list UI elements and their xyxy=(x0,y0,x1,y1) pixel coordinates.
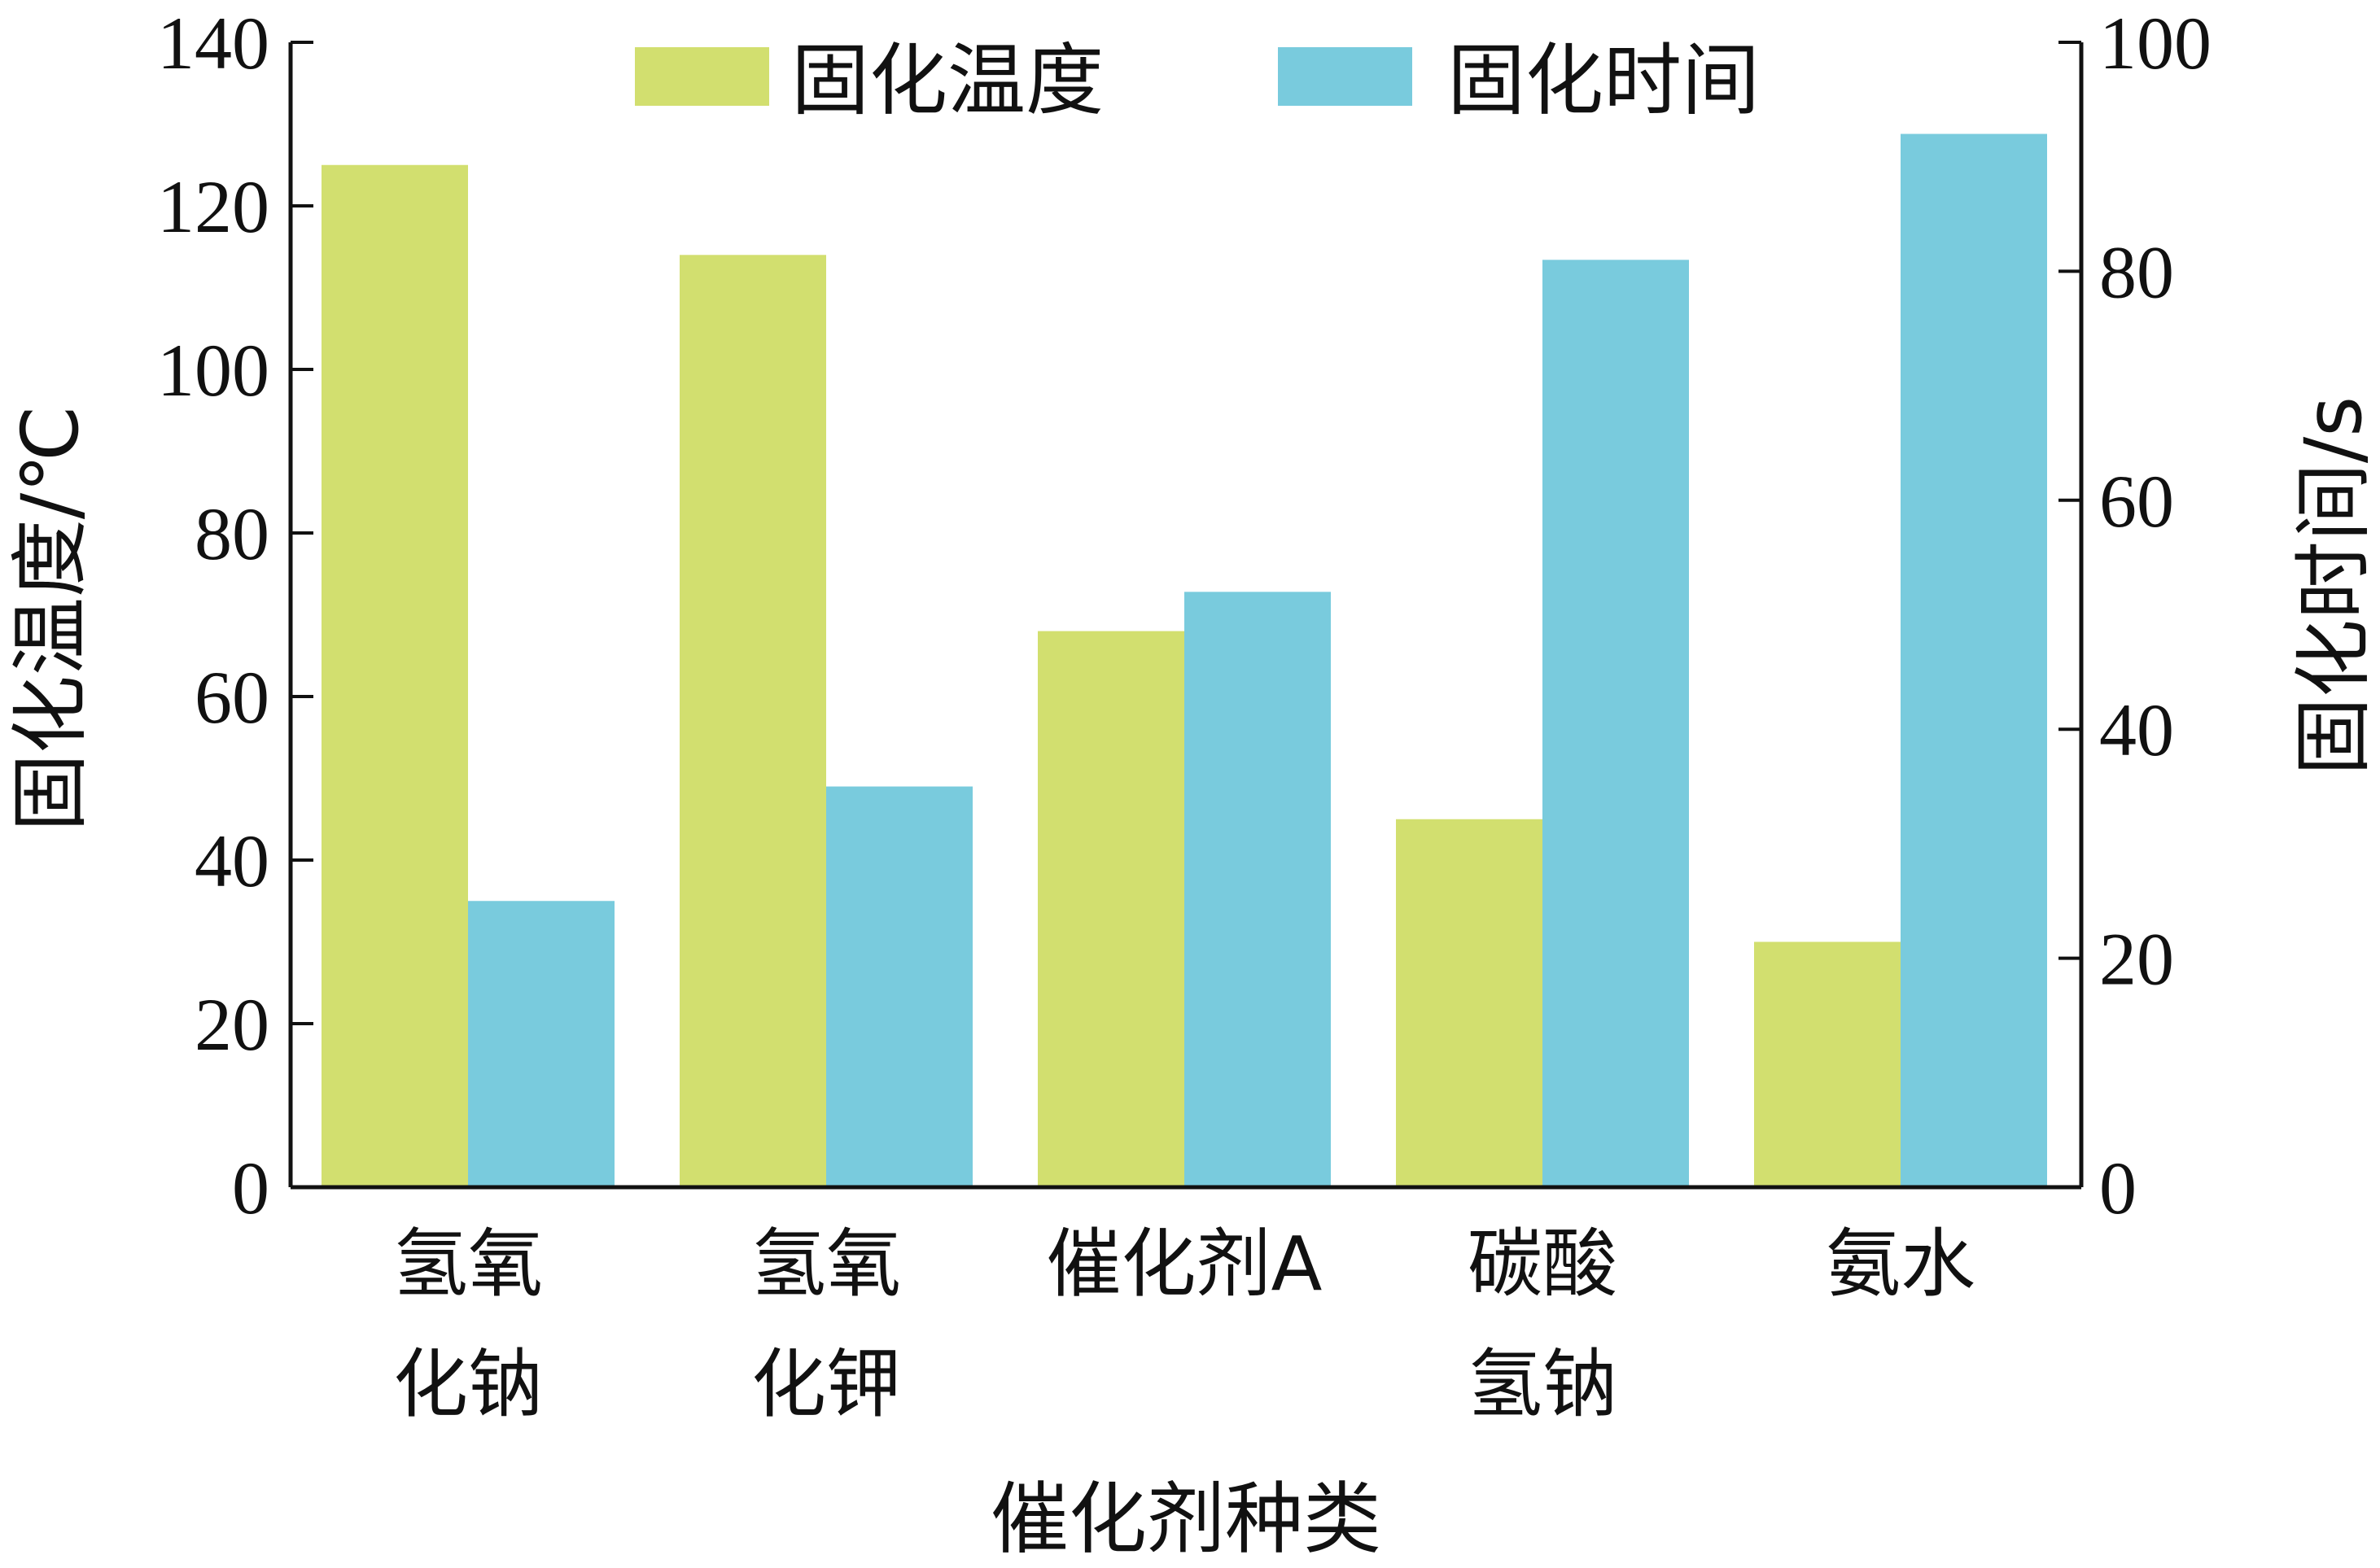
bar-temperature-4 xyxy=(1754,941,1901,1187)
axes-layer xyxy=(288,42,2084,1190)
right-tick-label: 80 xyxy=(2099,230,2174,313)
left-tick-label: 40 xyxy=(195,819,269,902)
left-y-axis-title: 固化温度/℃ xyxy=(5,405,96,832)
bar-temperature-2 xyxy=(1038,631,1184,1187)
right-tick-label: 0 xyxy=(2099,1147,2137,1230)
bar-time-3 xyxy=(1542,260,1689,1188)
bar-temperature-1 xyxy=(680,255,826,1187)
left-tick-label: 120 xyxy=(157,165,269,248)
bar-time-1 xyxy=(826,786,973,1187)
category-label: 氢氧 xyxy=(751,1221,901,1308)
bar-temperature-0 xyxy=(322,164,468,1187)
left-tick-label: 80 xyxy=(195,492,269,575)
x-axis-title: 催化剂种类 xyxy=(991,1474,1381,1565)
category-label: 碳酸 xyxy=(1468,1221,1617,1308)
legend: 固化温度 固化时间 xyxy=(635,35,1760,126)
left-tick-label: 20 xyxy=(195,983,269,1066)
right-y-ticks: 0 20 40 60 80 100 xyxy=(2058,2,2212,1230)
bars-layer xyxy=(322,133,2047,1188)
legend-swatch-temperature xyxy=(635,47,769,106)
left-tick-label: 60 xyxy=(195,656,269,739)
legend-label-time: 固化时间 xyxy=(1447,35,1760,126)
legend-swatch-time xyxy=(1278,47,1412,106)
category-label: 氢钠 xyxy=(1468,1341,1617,1428)
right-tick-label: 20 xyxy=(2099,918,2174,1001)
bar-time-0 xyxy=(468,901,615,1187)
left-y-ticks: 0 20 40 60 80 100 120 140 xyxy=(157,2,313,1230)
category-label: 化钾 xyxy=(751,1341,901,1428)
category-label: 化钠 xyxy=(393,1341,543,1428)
category-label: 氢氧 xyxy=(393,1221,543,1308)
bar-time-2 xyxy=(1184,592,1331,1187)
legend-label-temperature: 固化温度 xyxy=(791,35,1104,126)
right-tick-label: 60 xyxy=(2099,460,2174,543)
right-tick-label: 100 xyxy=(2099,2,2212,85)
left-tick-label: 0 xyxy=(232,1147,269,1230)
bar-temperature-3 xyxy=(1396,819,1542,1187)
category-label: 催化剂A xyxy=(1047,1221,1323,1308)
left-tick-label: 100 xyxy=(157,329,269,412)
right-tick-label: 40 xyxy=(2099,688,2174,771)
category-label: 氨水 xyxy=(1826,1221,1975,1308)
bar-time-4 xyxy=(1901,133,2047,1187)
left-tick-label: 140 xyxy=(157,2,269,85)
right-y-axis-title: 固化时间/s xyxy=(2288,396,2379,775)
axis-titles: 催化剂种类 固化温度/℃ 固化时间/s xyxy=(5,396,2379,1565)
